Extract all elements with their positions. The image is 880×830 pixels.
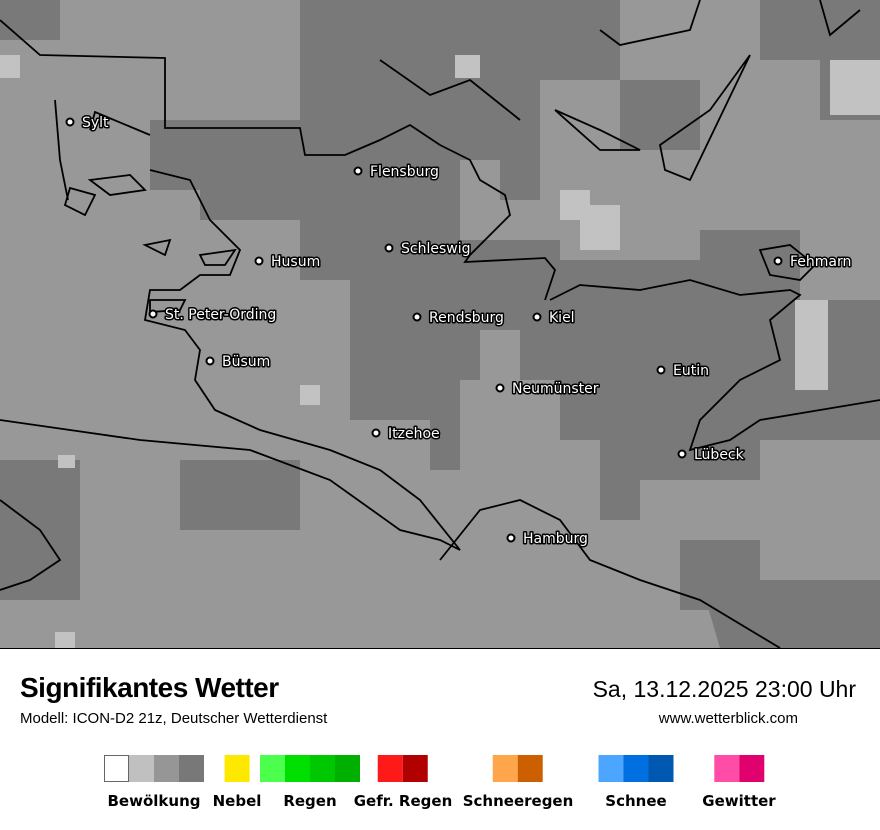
legend-swatches	[213, 755, 262, 782]
city-label: Eutin	[673, 363, 709, 379]
legend-swatch	[493, 755, 518, 782]
legend-swatches	[702, 755, 775, 782]
legend-label: Regen	[283, 792, 337, 810]
legend-label: Schneeregen	[462, 792, 574, 810]
city-dot-icon	[65, 117, 75, 127]
legend-swatches	[598, 755, 674, 782]
legend-item: Schneeregen	[462, 755, 574, 810]
city-label: Husum	[271, 254, 320, 270]
city-label: Fehmarn	[790, 254, 851, 270]
legend-item: Bewölkung	[104, 755, 204, 810]
city-dot-icon	[254, 256, 264, 266]
city-marker: Neumünster	[495, 380, 600, 399]
legend-swatch	[623, 755, 649, 782]
legend-item: Gewitter	[702, 755, 776, 810]
legend-item: Gefr. Regen	[353, 755, 453, 810]
city-dot-icon	[773, 256, 783, 266]
weather-map: Sylt Flensburg Schleswig Husum St. Peter-Ord…	[0, 0, 880, 649]
city-label: Sylt	[82, 115, 109, 131]
legend-item: Nebel	[212, 755, 262, 810]
legend-swatch	[129, 755, 154, 782]
dark-cloud-areas	[0, 0, 880, 648]
city-marker: Flensburg	[353, 163, 440, 182]
legend-label: Bewölkung	[107, 792, 201, 810]
city-dot-icon	[353, 166, 363, 176]
city-label: Schleswig	[401, 241, 470, 257]
legend-swatch	[260, 755, 285, 782]
legend-swatches	[104, 755, 204, 782]
city-label: Rendsburg	[429, 310, 504, 326]
city-marker: Sylt	[65, 114, 111, 133]
legend-swatch	[335, 755, 360, 782]
city-label: Neumünster	[512, 381, 599, 397]
legend-swatch	[224, 755, 250, 782]
legend-item: Schnee	[598, 755, 674, 810]
city-marker: Hamburg	[506, 530, 589, 549]
city-marker: Itzehoe	[371, 425, 441, 444]
legend-swatch	[179, 755, 204, 782]
website-link[interactable]: www.wetterblick.com	[658, 710, 798, 727]
city-label: Hamburg	[523, 531, 588, 547]
city-dot-icon	[677, 449, 687, 459]
city-marker: Eutin	[656, 362, 710, 381]
legend-swatch	[598, 755, 624, 782]
city-label: Itzehoe	[388, 426, 440, 442]
legend-swatch	[377, 755, 403, 782]
model-info: Modell: ICON-D2 21z, Deutscher Wetterdie…	[20, 710, 328, 727]
legend-swatches	[354, 755, 453, 782]
city-label: Kiel	[549, 310, 575, 326]
city-dot-icon	[532, 312, 542, 322]
city-dot-icon	[412, 312, 422, 322]
city-dot-icon	[384, 243, 394, 253]
city-marker: Büsum	[205, 353, 272, 372]
legend-swatches	[260, 755, 360, 782]
legend-swatch	[714, 755, 739, 782]
page-title: Signifikantes Wetter	[20, 672, 279, 703]
city-label: St. Peter-Ording	[165, 307, 276, 323]
legend-swatch	[285, 755, 310, 782]
legend-swatch	[402, 755, 428, 782]
city-marker: Kiel	[532, 309, 576, 328]
legend-label: Nebel	[212, 792, 262, 810]
legend-swatch	[518, 755, 543, 782]
city-marker: Lübeck	[677, 446, 746, 465]
legend-label: Gefr. Regen	[353, 792, 453, 810]
legend-label: Gewitter	[702, 792, 776, 810]
coastlines-borders	[0, 0, 880, 648]
city-marker: Schleswig	[384, 240, 472, 259]
city-marker: Fehmarn	[773, 253, 853, 272]
light-cloud-areas	[0, 55, 880, 648]
city-dot-icon	[506, 533, 516, 543]
city-dot-icon	[205, 356, 215, 366]
city-dot-icon	[148, 309, 158, 319]
legend-item: Regen	[260, 755, 360, 810]
city-label: Flensburg	[370, 164, 439, 180]
legend-swatch	[739, 755, 764, 782]
city-marker: Rendsburg	[412, 309, 505, 328]
city-dot-icon	[656, 365, 666, 375]
city-dot-icon	[371, 428, 381, 438]
city-label: Lübeck	[694, 447, 745, 463]
legend-swatch	[648, 755, 674, 782]
city-marker: Husum	[254, 253, 322, 272]
city-dot-icon	[495, 383, 505, 393]
city-label: Büsum	[222, 354, 270, 370]
legend-swatch	[154, 755, 179, 782]
legend-swatches	[463, 755, 574, 782]
legend-label: Schnee	[605, 792, 667, 810]
forecast-datetime: Sa, 13.12.2025 23:00 Uhr	[592, 676, 856, 702]
city-marker: St. Peter-Ording	[148, 306, 278, 325]
legend-swatch	[310, 755, 335, 782]
legend-swatch	[104, 755, 129, 782]
